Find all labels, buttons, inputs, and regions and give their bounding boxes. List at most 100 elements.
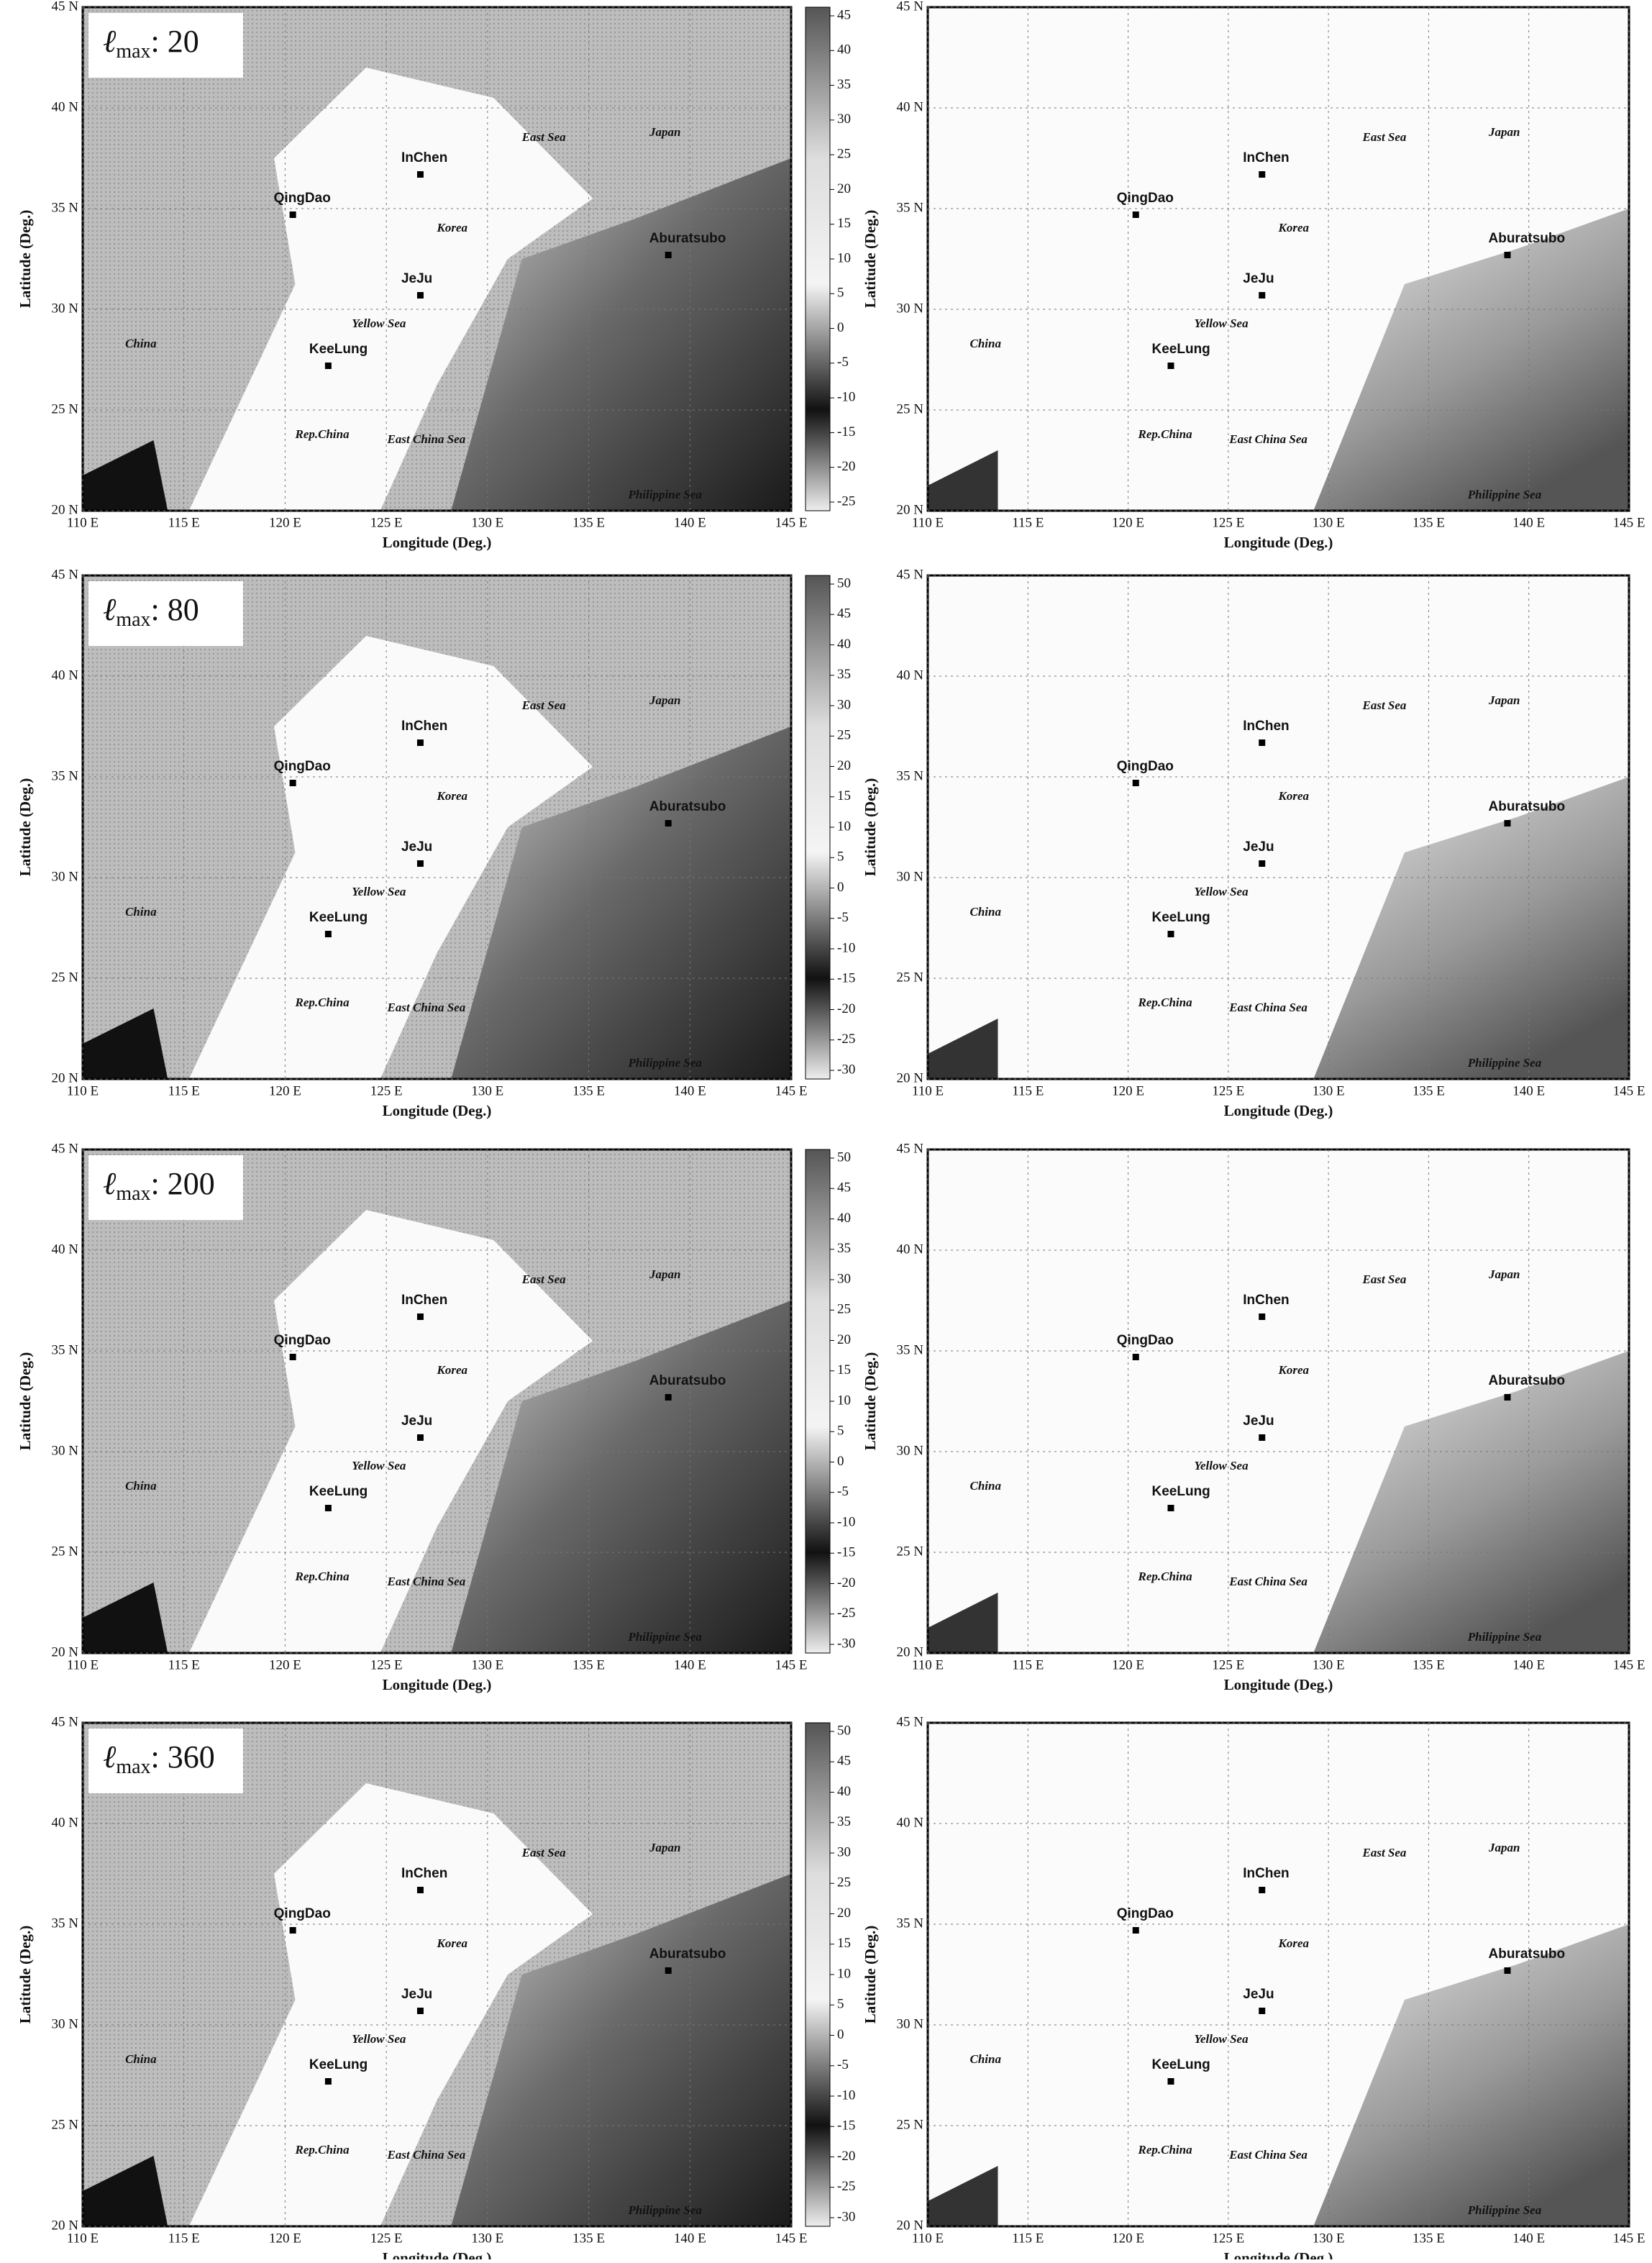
place-label: East Sea (1362, 130, 1407, 144)
station-label: QingDao (274, 1906, 331, 1921)
station-marker (290, 211, 296, 218)
station-label: KeeLung (309, 910, 368, 925)
x-axis-label: Longitude (Deg.) (383, 1676, 492, 1693)
right-map-panel: 110 E115 E120 E125 E130 E135 E140 E145 E… (862, 567, 1646, 1119)
y-tick-label: 20 N (897, 2218, 924, 2233)
x-tick-label: 145 E (775, 1083, 808, 1098)
station-marker (1259, 2008, 1265, 2014)
x-tick-label: 125 E (1212, 1657, 1244, 1672)
y-tick-label: 45 N (52, 0, 79, 14)
colorbar-tick-label: 0 (837, 1454, 844, 1469)
place-label: Philippine Sea (1467, 2203, 1542, 2217)
station-marker (290, 1927, 296, 1934)
x-tick-label: 120 E (269, 515, 301, 530)
colorbar-tick-label: -10 (837, 1514, 855, 1529)
x-tick-label: 135 E (1413, 1083, 1445, 1098)
colorbar-tick-label: 45 (837, 1180, 851, 1196)
place-label: Yellow Sea (1195, 885, 1249, 898)
colorbar-tick-label: -20 (837, 1001, 855, 1016)
colorbar-tick-label: 20 (837, 181, 851, 196)
x-tick-label: 130 E (471, 2231, 503, 2246)
right-map-panel: 110 E115 E120 E125 E130 E135 E140 E145 E… (862, 1714, 1646, 2259)
x-tick-label: 135 E (1413, 515, 1445, 530)
y-tick-label: 35 N (897, 1916, 924, 1931)
station-marker (290, 1354, 296, 1360)
place-label: Japan (1488, 693, 1520, 707)
colorbar-tick-label: 45 (837, 1754, 851, 1769)
station-marker (417, 292, 424, 299)
x-tick-label: 135 E (572, 2231, 605, 2246)
colorbar-tick-label: -10 (837, 940, 855, 955)
y-tick-label: 35 N (897, 200, 924, 215)
colorbar-tick-label: 50 (837, 1149, 851, 1165)
place-label: East Sea (1362, 1846, 1407, 1859)
y-tick-label: 35 N (897, 768, 924, 783)
place-label: Philippine Sea (627, 488, 702, 501)
station-label: JeJu (401, 271, 432, 286)
y-tick-label: 20 N (52, 1644, 79, 1659)
station-marker (1168, 363, 1174, 369)
lmax-value: : 360 (151, 1739, 215, 1775)
colorbar-tick-label: 35 (837, 1814, 851, 1829)
x-tick-label: 115 E (168, 1657, 200, 1672)
station-label: QingDao (274, 759, 331, 774)
place-label: China (970, 2052, 1002, 2066)
station-marker (1259, 171, 1265, 178)
x-axis-label: Longitude (Deg.) (383, 534, 492, 551)
station-label: QingDao (274, 191, 331, 206)
left-map-panel: 110 E115 E120 E125 E130 E135 E140 E145 E… (17, 567, 856, 1119)
y-tick-label: 30 N (897, 2016, 924, 2031)
y-tick-label: 25 N (52, 1544, 79, 1559)
x-tick-label: 130 E (1313, 1657, 1345, 1672)
y-tick-label: 20 N (897, 1644, 924, 1659)
colorbar-tick-label: -10 (837, 2087, 855, 2103)
colorbar-tick-label: 45 (837, 7, 851, 22)
x-tick-label: 145 E (1613, 1083, 1646, 1098)
place-label: Japan (649, 1267, 680, 1281)
place-label: China (125, 905, 157, 919)
page: {"common": {"xlabel": "Longitude (Deg.)"… (0, 0, 1652, 2263)
station-label: InChen (1243, 719, 1289, 734)
x-axis-label: Longitude (Deg.) (1224, 2249, 1333, 2259)
station-marker (665, 820, 672, 827)
place-label: Rep.China (295, 427, 350, 441)
y-tick-label: 25 N (52, 2117, 79, 2132)
x-tick-label: 130 E (471, 1657, 503, 1672)
place-label: Korea (1278, 789, 1310, 803)
place-label: Philippine Sea (627, 2203, 702, 2217)
station-marker (1505, 252, 1511, 258)
lmax-value: : 200 (151, 1166, 215, 1201)
place-label: Japan (649, 125, 680, 139)
colorbar-tick-label: 50 (837, 1723, 851, 1738)
station-marker (665, 1394, 672, 1401)
y-axis-label: Latitude (Deg.) (862, 210, 879, 308)
x-tick-label: 130 E (471, 515, 503, 530)
y-axis-label: Latitude (Deg.) (862, 1926, 879, 2023)
place-label: China (125, 2052, 157, 2066)
station-label: QingDao (1117, 191, 1174, 206)
station-label: KeeLung (1152, 1484, 1210, 1499)
station-marker (1133, 780, 1139, 786)
station-label: InChen (1243, 1293, 1289, 1308)
x-tick-label: 125 E (370, 515, 403, 530)
y-tick-label: 30 N (52, 2016, 79, 2031)
colorbar-tick-label: 5 (837, 1424, 844, 1439)
place-label: East China Sea (387, 2148, 466, 2162)
colorbar-tick-label: 0 (837, 2027, 844, 2042)
station-marker (1259, 292, 1265, 299)
y-tick-label: 35 N (897, 1342, 924, 1357)
x-axis-label: Longitude (Deg.) (383, 1102, 492, 1119)
station-marker (1259, 739, 1265, 746)
colorbar-tick-label: 0 (837, 320, 844, 335)
colorbar-tick-label: -25 (837, 2179, 855, 2194)
x-tick-label: 115 E (168, 2231, 200, 2246)
y-tick-label: 40 N (897, 668, 924, 683)
colorbar-tick-label: 25 (837, 728, 851, 743)
colorbar-tick-label: 40 (837, 1784, 851, 1799)
x-tick-label: 125 E (370, 1083, 403, 1098)
station-label: Aburatsubo (1489, 1373, 1566, 1388)
y-tick-label: 25 N (897, 1544, 924, 1559)
place-label: China (970, 337, 1002, 350)
colorbar-tick-label: 40 (837, 637, 851, 652)
place-label: Philippine Sea (627, 1630, 702, 1644)
